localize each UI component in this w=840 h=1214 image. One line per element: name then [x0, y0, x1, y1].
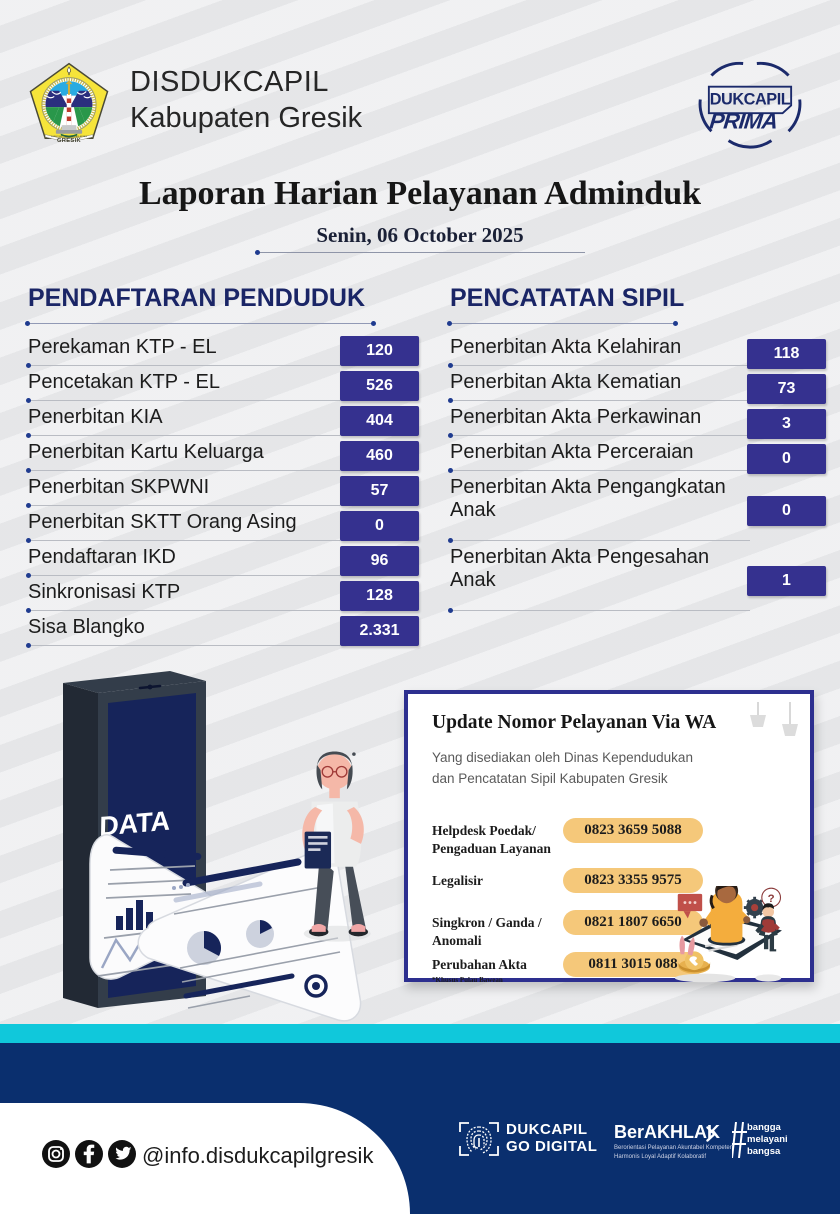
- svg-text:PRIMA: PRIMA: [708, 109, 778, 134]
- svg-text:?: ?: [768, 893, 775, 905]
- svg-text:DUKCAPIL: DUKCAPIL: [710, 91, 791, 109]
- svg-text:GRESIK: GRESIK: [57, 138, 81, 144]
